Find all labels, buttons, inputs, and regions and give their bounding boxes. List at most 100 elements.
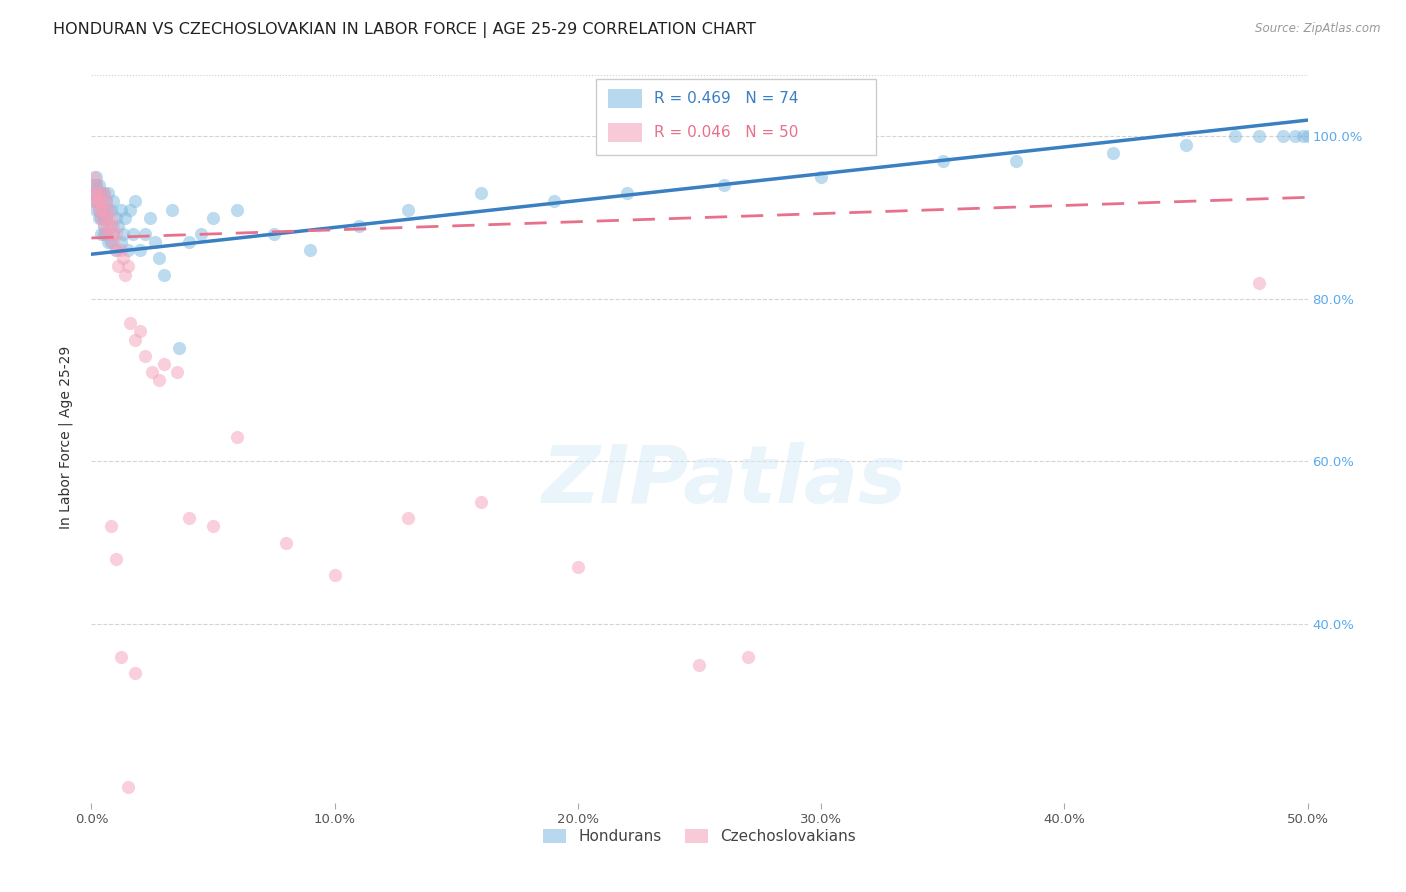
Point — [134, 227, 156, 241]
Point — [87, 186, 110, 201]
Point — [84, 178, 107, 193]
Point — [83, 194, 105, 209]
Point — [93, 211, 115, 225]
Bar — [609, 89, 643, 108]
Point — [87, 194, 110, 209]
Point — [153, 268, 176, 282]
Point — [177, 235, 200, 249]
Point — [93, 186, 115, 201]
Point — [97, 202, 120, 217]
Point — [83, 186, 105, 201]
Point — [153, 357, 176, 371]
Point — [104, 227, 127, 241]
Point — [97, 202, 120, 217]
Point — [84, 194, 107, 209]
Point — [129, 325, 152, 339]
Point — [94, 194, 117, 209]
Point — [107, 260, 129, 274]
Point — [83, 169, 105, 184]
Point — [103, 219, 125, 233]
Point — [83, 186, 105, 201]
Point — [323, 568, 346, 582]
Point — [931, 153, 953, 168]
Point — [90, 211, 112, 225]
Point — [84, 178, 107, 193]
Point — [1223, 129, 1246, 144]
Point — [167, 341, 190, 355]
FancyBboxPatch shape — [596, 78, 876, 155]
Point — [87, 211, 110, 225]
Point — [93, 186, 115, 201]
Text: HONDURAN VS CZECHOSLOVAKIAN IN LABOR FORCE | AGE 25-29 CORRELATION CHART: HONDURAN VS CZECHOSLOVAKIAN IN LABOR FOR… — [53, 22, 756, 38]
Point — [114, 268, 136, 282]
Point — [84, 194, 107, 209]
Point — [83, 194, 105, 209]
Point — [107, 219, 129, 233]
Point — [97, 219, 120, 233]
Text: R = 0.469   N = 74: R = 0.469 N = 74 — [654, 91, 799, 106]
Point — [94, 211, 117, 225]
Point — [100, 202, 122, 217]
Point — [148, 373, 170, 387]
Point — [93, 202, 115, 217]
Point — [90, 194, 112, 209]
Point — [1247, 129, 1270, 144]
Point — [1247, 276, 1270, 290]
Point — [139, 211, 162, 225]
Point — [87, 202, 110, 217]
Point — [93, 227, 115, 241]
Point — [83, 178, 105, 193]
Point — [90, 202, 112, 217]
Text: R = 0.046   N = 50: R = 0.046 N = 50 — [654, 125, 799, 140]
Point — [114, 211, 136, 225]
Text: ZIPatlas: ZIPatlas — [541, 442, 907, 520]
Point — [1292, 129, 1315, 144]
Point — [94, 211, 117, 225]
Bar — [609, 123, 643, 143]
Point — [84, 202, 107, 217]
Point — [166, 365, 188, 379]
Point — [263, 227, 285, 241]
Point — [84, 186, 107, 201]
Point — [117, 260, 139, 274]
Point — [396, 511, 419, 525]
Point — [93, 219, 115, 233]
Point — [299, 243, 322, 257]
Legend: Hondurans, Czechoslovakians: Hondurans, Czechoslovakians — [537, 822, 862, 850]
Point — [97, 235, 120, 249]
Point — [110, 243, 132, 257]
Point — [93, 219, 115, 233]
Point — [124, 194, 146, 209]
Point — [104, 243, 127, 257]
Point — [87, 186, 110, 201]
Point — [117, 243, 139, 257]
Point — [110, 649, 132, 664]
Point — [148, 252, 170, 266]
Point — [111, 227, 134, 241]
Point — [713, 178, 735, 193]
Point — [120, 316, 142, 330]
Point — [810, 169, 832, 184]
Point — [94, 227, 117, 241]
Point — [100, 211, 122, 225]
Point — [567, 560, 589, 574]
Point — [202, 519, 225, 533]
Point — [90, 211, 112, 225]
Point — [97, 186, 120, 201]
Point — [100, 519, 122, 533]
Point — [93, 202, 115, 217]
Point — [134, 349, 156, 363]
Point — [124, 665, 146, 680]
Point — [160, 202, 183, 217]
Point — [103, 235, 125, 249]
Point — [87, 178, 110, 193]
Point — [111, 252, 134, 266]
Point — [226, 202, 249, 217]
Point — [737, 649, 759, 664]
Point — [90, 194, 112, 209]
Point — [110, 235, 132, 249]
Point — [202, 211, 225, 225]
Point — [84, 186, 107, 201]
Point — [1296, 129, 1319, 144]
Point — [100, 227, 122, 241]
